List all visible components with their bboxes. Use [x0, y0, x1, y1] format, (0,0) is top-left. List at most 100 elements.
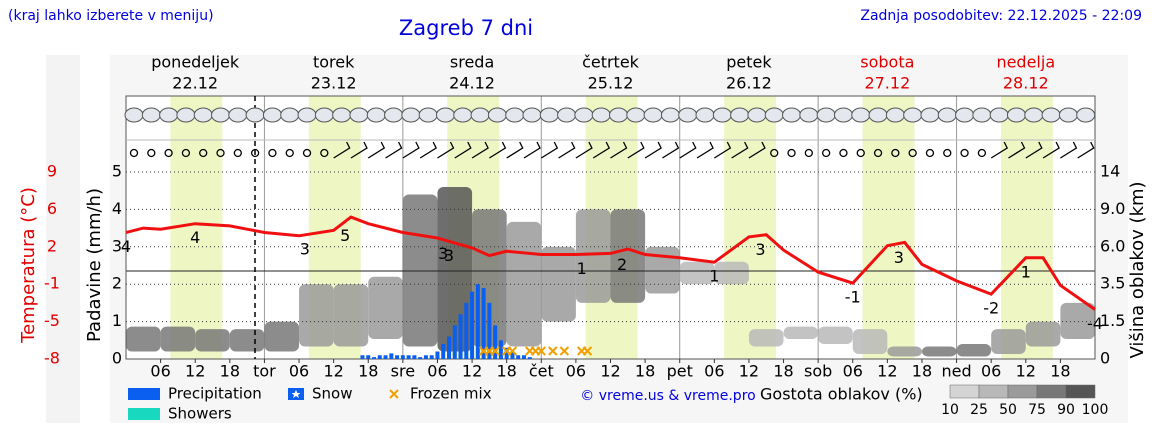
- wind-calm: [181, 148, 191, 158]
- temp-annotation: 3: [444, 246, 454, 265]
- cloud-layer: [748, 329, 784, 347]
- y2-tick-label: 6.0: [1100, 236, 1125, 255]
- cloud-layer: [472, 209, 507, 347]
- temp-tick-label: -8: [44, 349, 60, 368]
- weather-icon: [868, 107, 888, 123]
- legend-swatch: [389, 389, 399, 399]
- x-tick-label: 18: [220, 362, 240, 381]
- wind-barb: [350, 141, 368, 159]
- x-tick-label: 12: [323, 362, 343, 381]
- wind-barb: [523, 141, 541, 159]
- wind-barb: [679, 141, 697, 159]
- icon-cloud: [1024, 107, 1044, 123]
- title: Zagreb 7 dni: [399, 16, 533, 40]
- wind-barb: [990, 141, 1009, 159]
- x-tick-label: 06: [289, 362, 309, 381]
- icon-cloud: [176, 107, 196, 123]
- wind-calm: [216, 148, 225, 158]
- icon-cloud: [955, 107, 975, 123]
- icon-cloud: [660, 107, 680, 123]
- icon-cloud: [487, 107, 507, 123]
- icon-cloud: [989, 107, 1009, 123]
- wind-barb: [662, 141, 680, 159]
- day-name: sobota: [860, 53, 914, 72]
- wind-calm: [147, 148, 156, 158]
- cloud-layer: [1060, 302, 1095, 340]
- weather-icon: [539, 107, 559, 123]
- precip-bar: [400, 355, 405, 359]
- cloud-layer: [887, 346, 922, 357]
- y2-tick-label: 1.5: [1100, 311, 1125, 330]
- weather-icon: [764, 107, 784, 123]
- weather-icon: [453, 107, 473, 123]
- wind-barb: [419, 141, 438, 159]
- weather-icon: [1076, 107, 1096, 123]
- icon-cloud: [384, 107, 404, 123]
- cloud-layer: [195, 329, 230, 352]
- temp-annotation: 1: [709, 267, 719, 286]
- day-date: 24.12: [449, 74, 495, 93]
- x-tick-label: 18: [358, 362, 378, 381]
- icon-cloud: [245, 107, 265, 123]
- wind-barb: [437, 141, 455, 159]
- wind-barb: [696, 141, 714, 159]
- icon-cloud: [1041, 107, 1061, 123]
- weather-icon: [366, 107, 386, 123]
- weather-icon: [1006, 107, 1026, 123]
- wind-barb: [1042, 141, 1060, 159]
- cloud-legend-tick: 50: [999, 402, 1017, 418]
- wind-barb: [558, 141, 576, 159]
- x-tick-label: 06: [566, 362, 586, 381]
- day-date: 28.12: [1003, 74, 1049, 93]
- precip-bar: [447, 336, 451, 359]
- weather-icon: [193, 107, 213, 123]
- weather-icon: [124, 107, 144, 123]
- wind-barb: [402, 141, 420, 159]
- x-tick-label: 12: [600, 362, 620, 381]
- weather-icon: [297, 107, 317, 123]
- x-tick-label: čet: [529, 362, 554, 381]
- wind-barb: [385, 141, 403, 159]
- day-name: torek: [313, 53, 355, 72]
- cloud-legend-tick: 25: [970, 402, 988, 418]
- day-name: četrtek: [582, 53, 640, 72]
- wind-calm: [960, 148, 969, 158]
- icon-cloud: [1058, 107, 1078, 123]
- weather-icon: [833, 107, 853, 123]
- y-tick-label: 1: [112, 311, 122, 330]
- wind-calm: [302, 148, 312, 158]
- icon-cloud: [833, 107, 853, 123]
- wind-barb: [333, 141, 351, 159]
- wind-barb: [610, 141, 628, 159]
- icon-cloud: [764, 107, 784, 123]
- cloud-layer: [402, 194, 438, 347]
- x-tick-label: 18: [912, 362, 932, 381]
- icon-cloud: [297, 107, 317, 123]
- legend-label: Showers: [168, 405, 232, 423]
- wind-barb: [454, 141, 472, 159]
- day-name: sreda: [450, 53, 494, 72]
- weather-icon: [885, 107, 905, 123]
- weather-icon: [557, 107, 577, 123]
- cloud-layer: [264, 321, 300, 352]
- weather-icon: [851, 107, 871, 123]
- weather-icon: [211, 107, 231, 123]
- wind-calm: [856, 148, 865, 158]
- cloud-layer: [645, 246, 680, 294]
- precip-bar: [366, 355, 371, 359]
- cloud-layer: [679, 261, 715, 285]
- temp-annotation: 2: [617, 255, 627, 274]
- wind-barb: [575, 141, 593, 159]
- cloud-legend-swatch: [1007, 384, 1038, 399]
- wind-calm: [129, 148, 139, 158]
- weather-icon: [1058, 107, 1078, 123]
- day-name: nedelja: [996, 53, 1055, 72]
- x-tick-label: ned: [942, 362, 972, 381]
- weather-icon: [280, 107, 300, 123]
- icon-cloud: [211, 107, 231, 123]
- precip-bar: [493, 325, 498, 359]
- icon-cloud: [868, 107, 888, 123]
- y2-tick-label: 0: [1100, 349, 1110, 368]
- weather-icon: [159, 107, 179, 123]
- weather-icon: [522, 107, 542, 123]
